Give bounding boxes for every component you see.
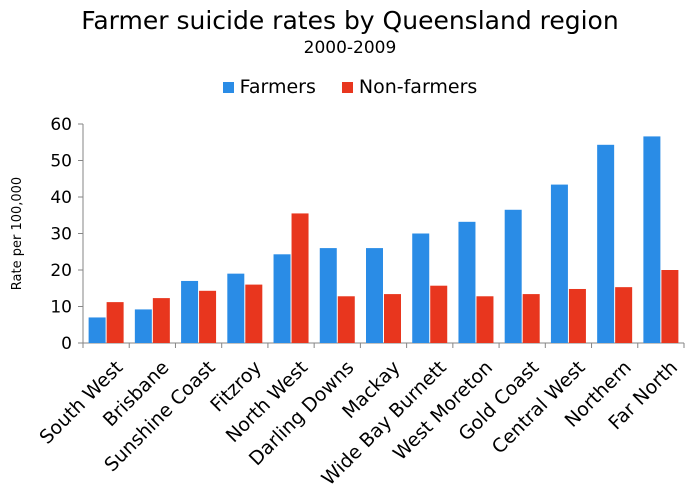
y-tick-label: 10: [50, 298, 72, 318]
y-tick-label: 40: [50, 188, 72, 208]
y-tick-label: 50: [50, 152, 72, 172]
bar-non-farmers-6: [384, 294, 401, 343]
bar-non-farmers-3: [245, 284, 263, 343]
bar-non-farmers-0: [106, 302, 124, 343]
bar-non-farmers-9: [522, 294, 540, 343]
bar-farmers-9: [504, 209, 522, 343]
y-axis-title: Rate per 100,000: [10, 177, 25, 290]
bar-farmers-6: [366, 248, 383, 343]
legend-item-non-farmers: Non-farmers: [341, 76, 478, 98]
bar-non-farmers-12: [661, 270, 679, 343]
bar-non-farmers-10: [568, 288, 586, 343]
legend-item-farmers: Farmers: [222, 76, 316, 98]
bar-farmers-10: [550, 184, 568, 343]
bar-farmers-7: [412, 233, 430, 343]
bar-farmers-11: [597, 144, 615, 343]
y-tick-label: 60: [50, 115, 72, 135]
legend-label-non-farmers: Non-farmers: [358, 76, 478, 98]
bar-farmers-1: [134, 309, 152, 343]
bar-farmers-12: [643, 136, 661, 343]
bar-non-farmers-8: [476, 296, 494, 343]
y-tick-label: 20: [50, 261, 72, 281]
bar-farmers-5: [319, 248, 337, 343]
legend-swatch-non-farmers: [341, 81, 353, 93]
legend: Farmers Non-farmers: [0, 76, 700, 98]
chart-subtitle: 2000-2009: [303, 38, 397, 58]
bar-non-farmers-4: [291, 213, 309, 343]
y-tick-label: 0: [61, 334, 72, 354]
chart-title: Farmer suicide rates by Queensland regio…: [81, 6, 619, 35]
bar-farmers-4: [273, 254, 291, 343]
bar-non-farmers-11: [615, 287, 633, 343]
bar-farmers-0: [88, 317, 106, 343]
y-tick-label: 30: [50, 225, 72, 245]
bar-non-farmers-2: [199, 290, 217, 343]
bar-non-farmers-7: [430, 285, 448, 343]
bar-non-farmers-5: [337, 296, 355, 343]
bar-farmers-8: [458, 221, 476, 343]
legend-label-farmers: Farmers: [239, 76, 316, 98]
bar-non-farmers-1: [152, 298, 170, 343]
legend-swatch-farmers: [222, 81, 234, 93]
bar-farmers-2: [181, 280, 199, 343]
bar-farmers-3: [227, 273, 245, 343]
